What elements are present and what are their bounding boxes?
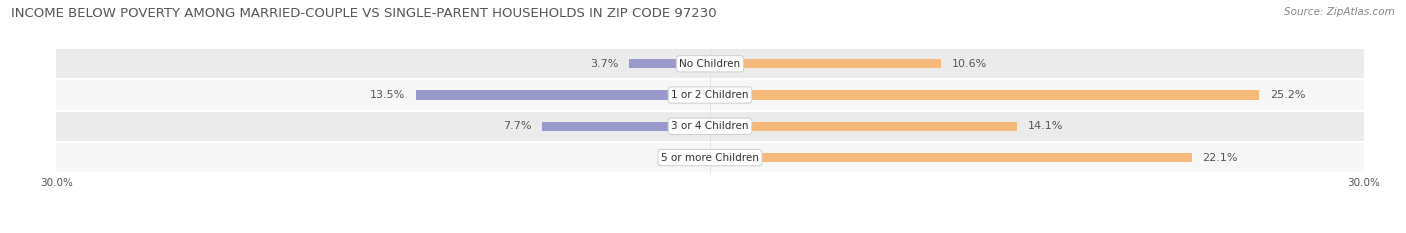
Text: 7.7%: 7.7% — [503, 121, 531, 131]
Text: INCOME BELOW POVERTY AMONG MARRIED-COUPLE VS SINGLE-PARENT HOUSEHOLDS IN ZIP COD: INCOME BELOW POVERTY AMONG MARRIED-COUPL… — [11, 7, 717, 20]
Text: 1 or 2 Children: 1 or 2 Children — [671, 90, 749, 100]
Bar — [56, 112, 1364, 141]
Bar — [56, 80, 1364, 110]
Bar — [630, 59, 710, 69]
Text: Source: ZipAtlas.com: Source: ZipAtlas.com — [1284, 7, 1395, 17]
Text: 10.6%: 10.6% — [952, 59, 987, 69]
Bar — [543, 122, 710, 131]
Bar — [56, 49, 1364, 79]
Bar — [56, 143, 1364, 172]
Text: No Children: No Children — [679, 59, 741, 69]
Bar — [710, 59, 941, 69]
Text: 3 or 4 Children: 3 or 4 Children — [671, 121, 749, 131]
Bar — [710, 90, 1260, 100]
Text: 3.7%: 3.7% — [591, 59, 619, 69]
Legend: Married Couples, Single Parents: Married Couples, Single Parents — [600, 230, 820, 233]
Text: 13.5%: 13.5% — [370, 90, 405, 100]
Text: 0.0%: 0.0% — [671, 153, 699, 163]
Bar — [710, 153, 1192, 162]
Bar — [710, 122, 1018, 131]
Text: 5 or more Children: 5 or more Children — [661, 153, 759, 163]
Text: 25.2%: 25.2% — [1270, 90, 1306, 100]
Text: 22.1%: 22.1% — [1202, 153, 1239, 163]
Text: 14.1%: 14.1% — [1028, 121, 1063, 131]
Bar — [416, 90, 710, 100]
